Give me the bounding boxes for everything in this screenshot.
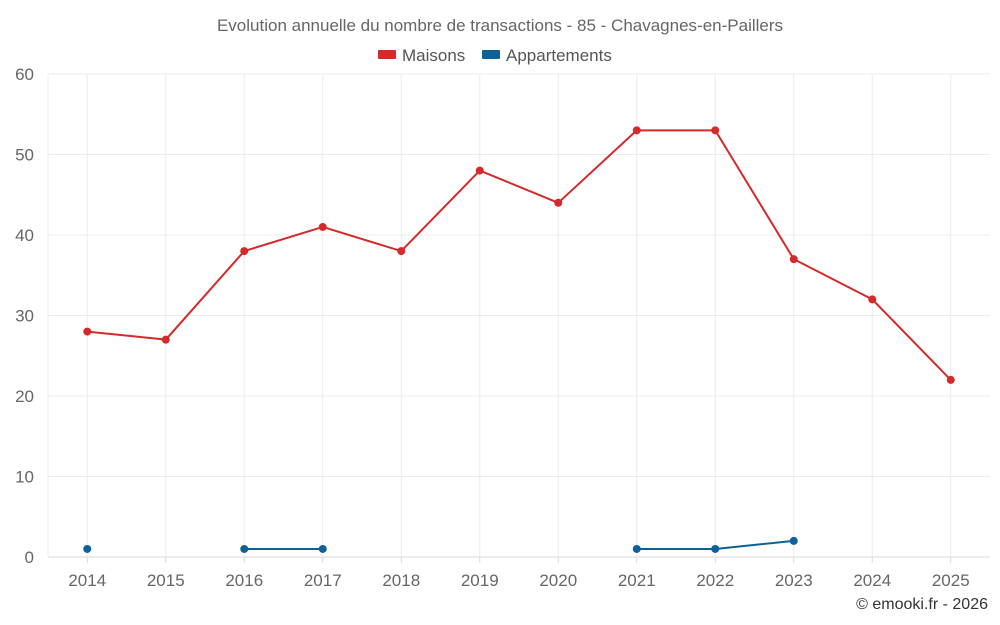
point-appartements-2022[interactable] [711, 544, 720, 553]
point-appartements-2023[interactable] [789, 536, 798, 545]
chart-title: Evolution annuelle du nombre de transact… [217, 16, 783, 35]
legend-label-appartements: Appartements [506, 46, 612, 65]
x-tick-label: 2022 [696, 571, 734, 590]
y-tick-label: 30 [15, 307, 34, 326]
y-tick-label: 60 [15, 65, 34, 84]
legend-swatch-appartements [482, 50, 500, 59]
series-maisons [83, 126, 955, 384]
point-maisons-2020[interactable] [554, 198, 563, 207]
x-tick-label: 2020 [539, 571, 577, 590]
point-appartements-2016[interactable] [240, 544, 249, 553]
point-appartements-2017[interactable] [318, 544, 327, 553]
y-tick-label: 0 [25, 548, 34, 567]
x-tick-label: 2024 [853, 571, 891, 590]
point-maisons-2023[interactable] [789, 255, 798, 264]
point-maisons-2022[interactable] [711, 126, 720, 135]
point-maisons-2018[interactable] [397, 247, 406, 256]
point-maisons-2019[interactable] [475, 166, 484, 175]
y-tick-label: 50 [15, 146, 34, 165]
series [83, 126, 955, 553]
point-maisons-2024[interactable] [868, 295, 877, 304]
legend-item-appartements[interactable]: Appartements [482, 46, 612, 65]
point-maisons-2025[interactable] [946, 375, 955, 384]
x-tick-label: 2025 [932, 571, 970, 590]
series-line-maisons [87, 129, 952, 381]
y-axis-ticks: 0 10 20 30 40 50 60 [15, 65, 34, 567]
point-appartements-2021[interactable] [632, 544, 641, 553]
point-appartements-2014[interactable] [83, 544, 92, 553]
series-appartements [83, 536, 798, 553]
legend-label-maisons: Maisons [402, 46, 465, 65]
grid [47, 73, 990, 563]
point-maisons-2017[interactable] [318, 222, 327, 231]
y-tick-label: 10 [15, 468, 34, 487]
x-tick-label: 2017 [304, 571, 342, 590]
y-tick-label: 20 [15, 387, 34, 406]
x-tick-label: 2018 [382, 571, 420, 590]
point-maisons-2014[interactable] [83, 327, 92, 336]
x-tick-label: 2023 [775, 571, 813, 590]
x-tick-label: 2021 [618, 571, 656, 590]
point-maisons-2016[interactable] [240, 247, 249, 256]
point-maisons-2015[interactable] [161, 335, 170, 344]
credit-text: © emooki.fr - 2026 [856, 596, 988, 613]
legend: Maisons Appartements [378, 46, 612, 65]
legend-item-maisons[interactable]: Maisons [378, 46, 465, 65]
x-tick-label: 2014 [68, 571, 106, 590]
y-tick-label: 40 [15, 226, 34, 245]
point-maisons-2021[interactable] [632, 126, 641, 135]
x-tick-label: 2019 [461, 571, 499, 590]
legend-swatch-maisons [378, 50, 396, 59]
x-tick-label: 2015 [147, 571, 185, 590]
x-tick-label: 2016 [225, 571, 263, 590]
x-axis-ticks: 2014 2015 2016 2017 2018 2019 2020 2021 2022 2023… [68, 571, 969, 590]
